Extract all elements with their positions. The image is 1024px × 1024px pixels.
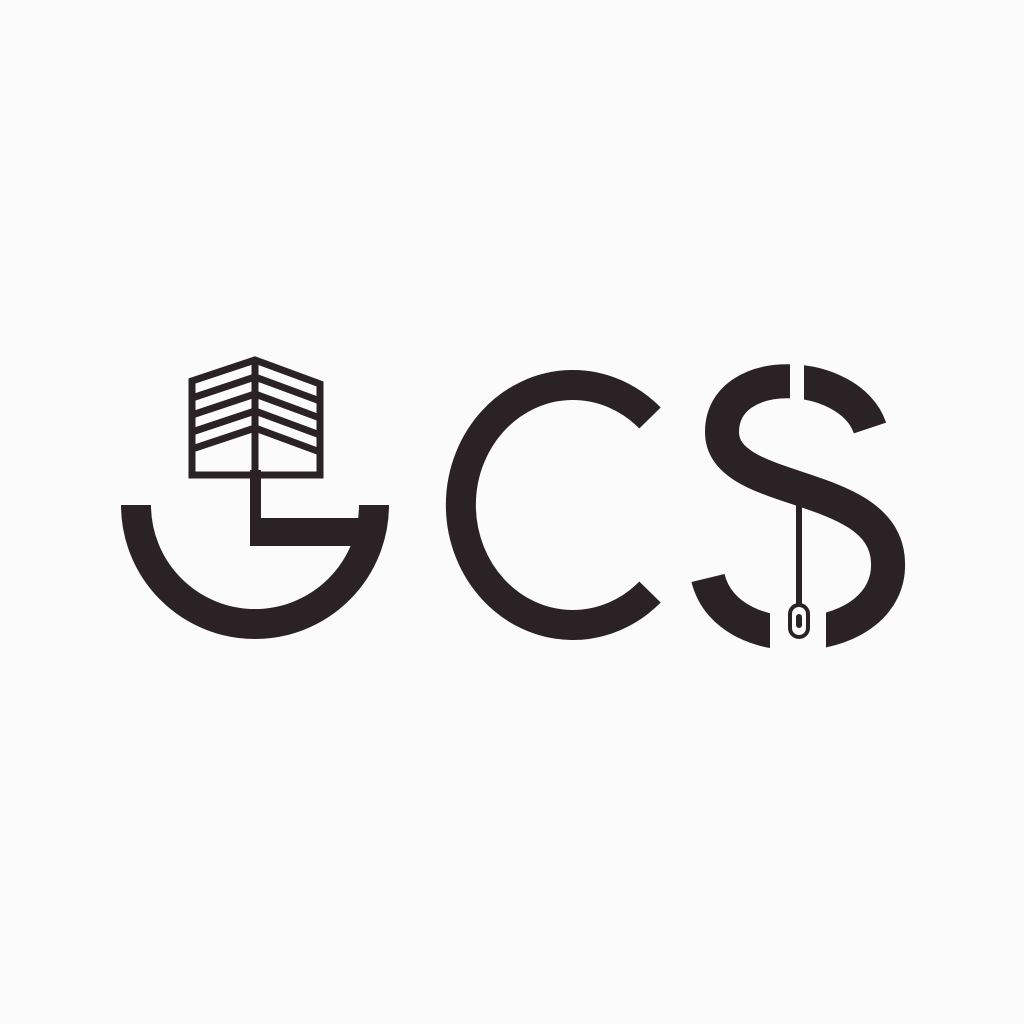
g-bar (250, 518, 376, 546)
s-mouse-wheel (796, 614, 802, 628)
s-mouse (788, 603, 810, 639)
letter-c (445, 370, 661, 640)
s-line (796, 480, 802, 605)
letter-g (121, 356, 389, 639)
letter-s (691, 355, 905, 672)
s-cut-top (790, 355, 804, 405)
g-stem (250, 470, 261, 530)
g-arc (121, 504, 389, 639)
building-icon (188, 356, 324, 479)
